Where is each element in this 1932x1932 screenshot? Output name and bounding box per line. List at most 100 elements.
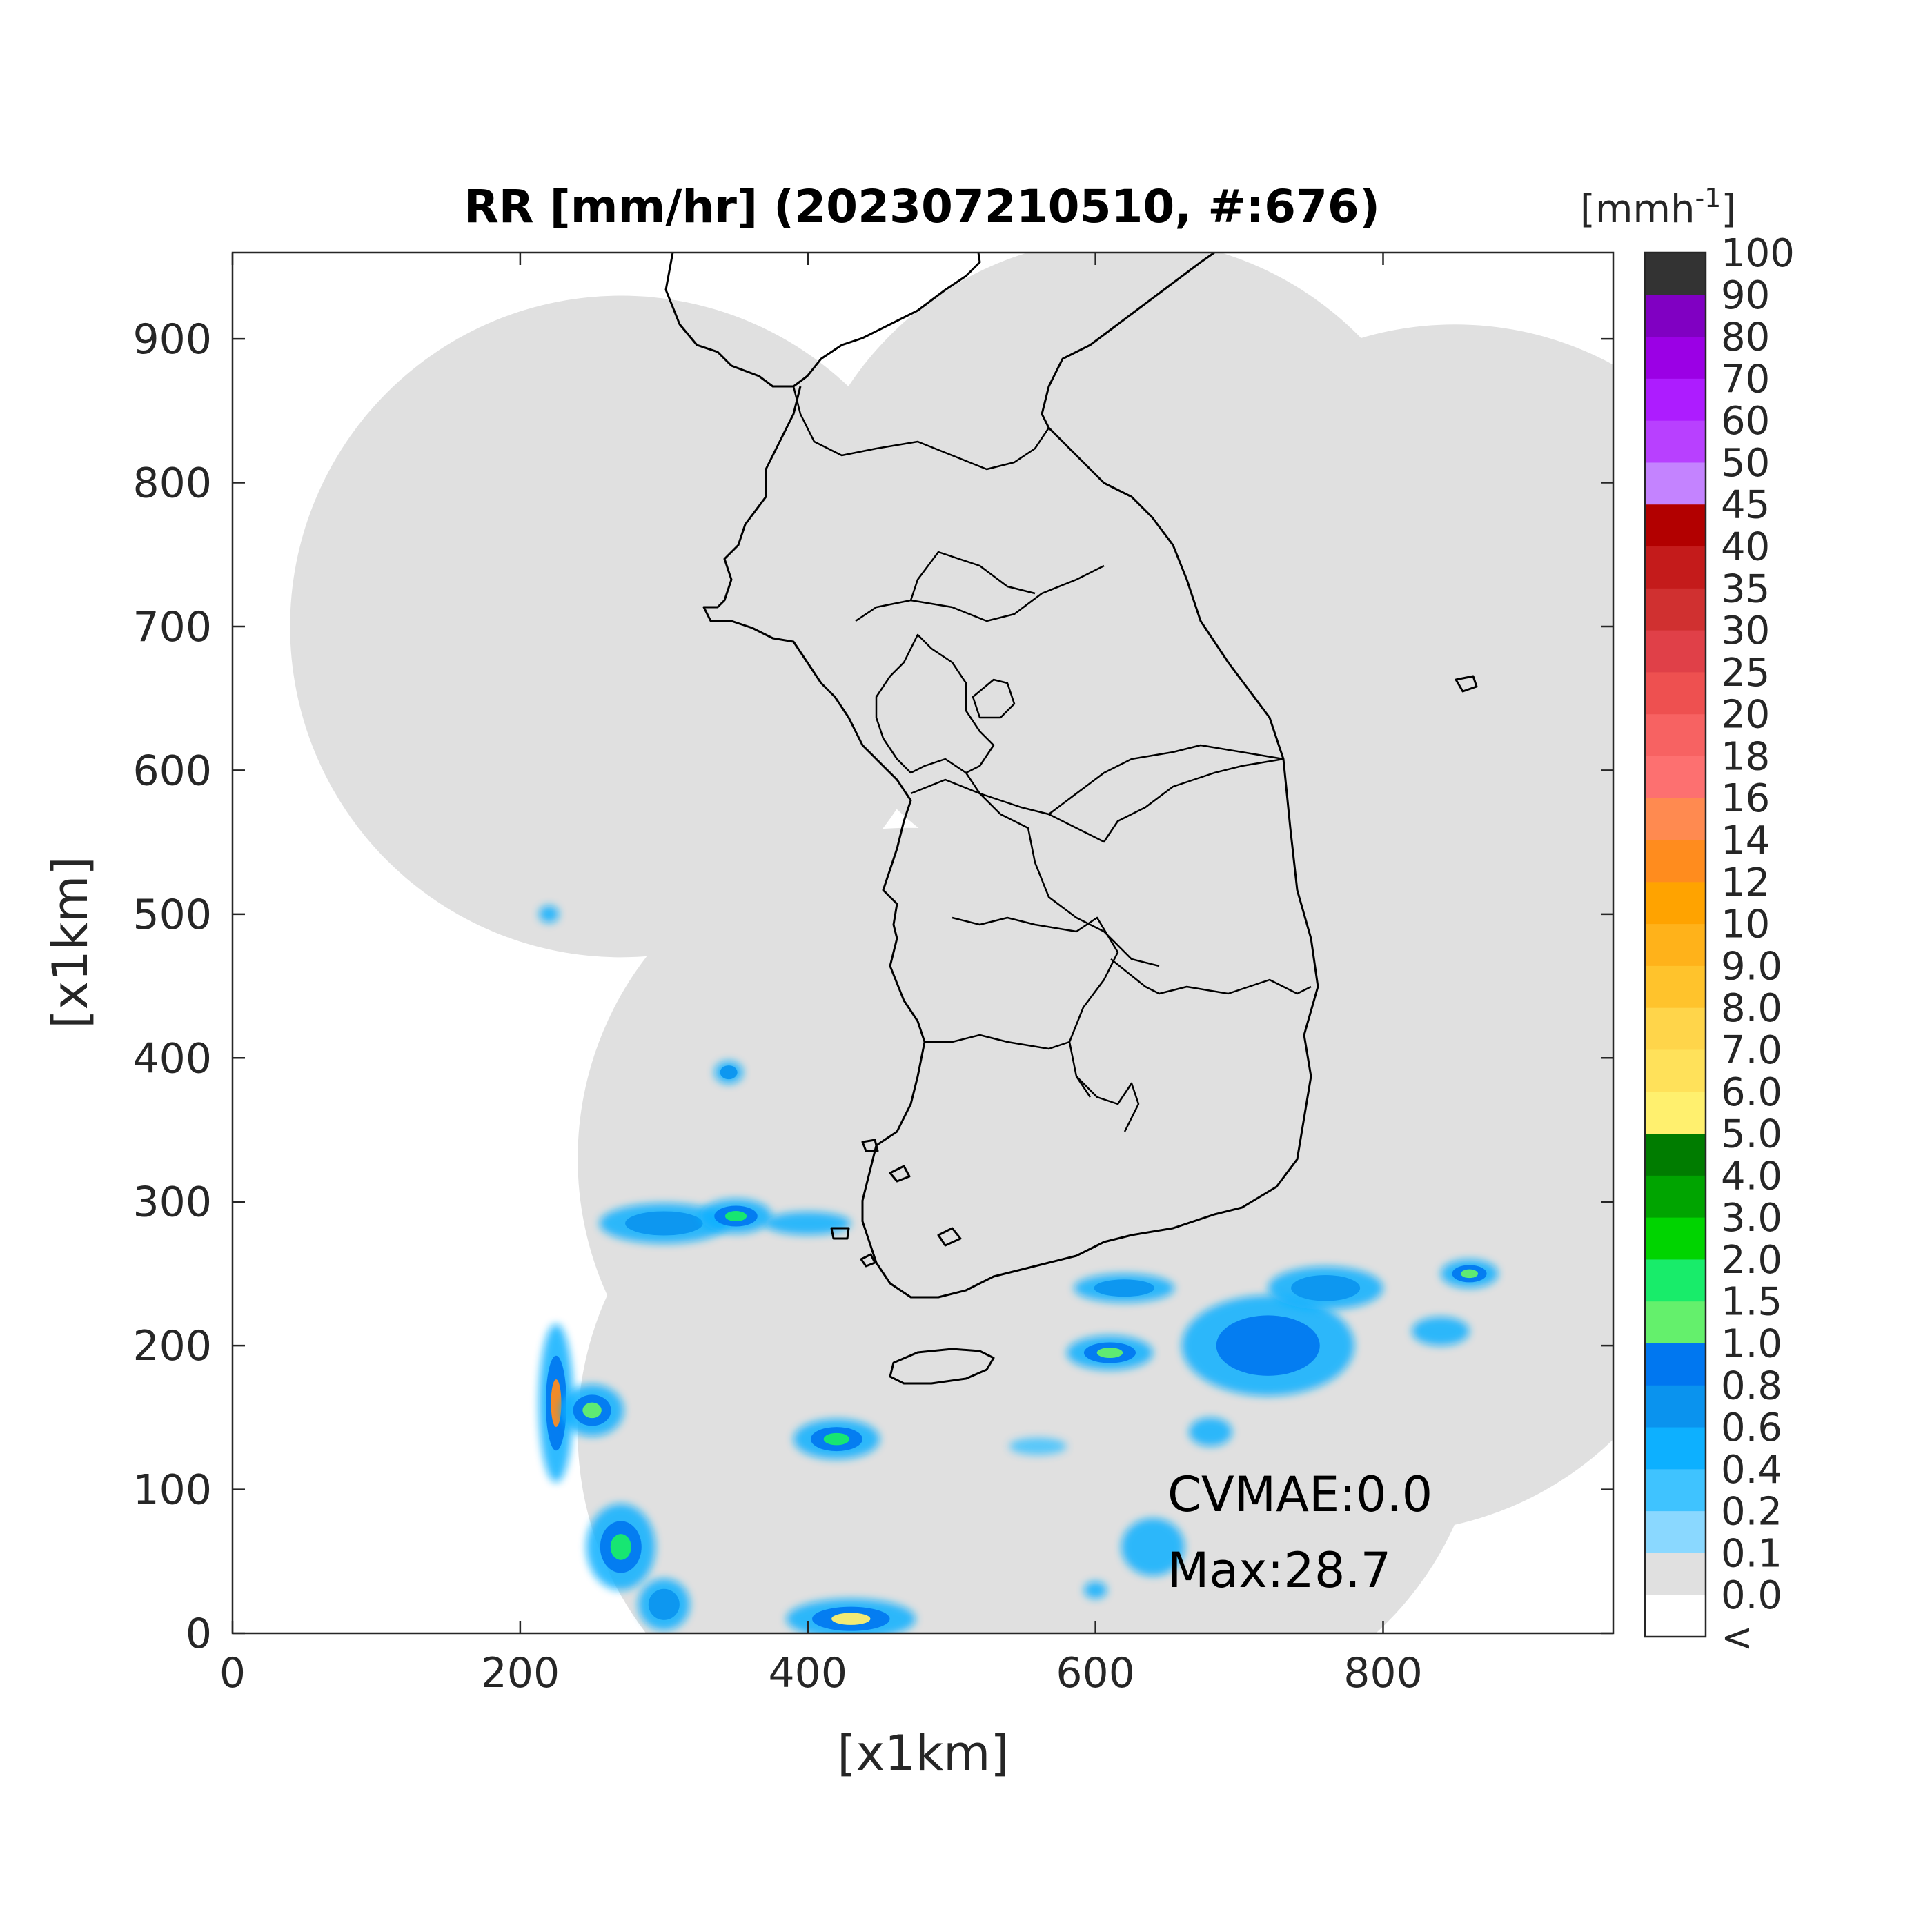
colorbar-swatch-0 [1645, 1595, 1706, 1637]
colorbar-label: 50 [1721, 441, 1770, 486]
cvmae-annotation: CVMAE:0.0 [1167, 1466, 1432, 1523]
y-tick-label: 0 [186, 1610, 212, 1658]
colorbar-label: 20 [1721, 693, 1770, 738]
colorbar: [mmh-1] <0.00.10.20.40.60.81.01.52.03.04… [1580, 183, 1795, 1660]
precip-cell-core-14 [1291, 1274, 1361, 1301]
colorbar-label: 45 [1721, 483, 1770, 528]
colorbar-swatch-9 [1645, 1217, 1706, 1260]
colorbar-label: 12 [1721, 860, 1770, 905]
colorbar-swatch-32 [1645, 253, 1706, 295]
radar-coverage-area [290, 253, 1613, 1633]
radar-coverage-circle-0 [290, 295, 952, 958]
colorbar-swatch-10 [1645, 1175, 1706, 1218]
x-tick-label: 0 [219, 1649, 246, 1697]
colorbar-swatch-8 [1645, 1259, 1706, 1302]
colorbar-label: 90 [1721, 273, 1770, 318]
colorbar-label: 35 [1721, 566, 1770, 611]
y-axis-label: [x1km] [42, 856, 99, 1028]
colorbar-swatch-30 [1645, 336, 1706, 379]
colorbar-label: 18 [1721, 734, 1770, 779]
colorbar-swatch-22 [1645, 671, 1706, 715]
precip-cell-core-13 [1216, 1315, 1320, 1376]
colorbar-label: 0.0 [1721, 1573, 1782, 1618]
colorbar-label: 40 [1721, 525, 1770, 570]
y-tick-label: 100 [132, 1466, 212, 1515]
map-plot-area [231, 251, 1615, 1635]
colorbar-label: 60 [1721, 399, 1770, 444]
precip-cell-peak-5 [823, 1432, 850, 1446]
max-annotation: Max:28.7 [1167, 1542, 1391, 1599]
precip-cell-20 [1009, 1437, 1067, 1455]
colorbar-swatch-1 [1645, 1552, 1706, 1595]
precip-cell-15 [1412, 1317, 1470, 1346]
colorbar-label: 1.5 [1721, 1280, 1782, 1325]
colorbar-swatch-23 [1645, 630, 1706, 673]
precip-cell-18 [1083, 1581, 1107, 1599]
y-tick-label: 400 [132, 1034, 212, 1083]
colorbar-label: 9.0 [1721, 944, 1782, 989]
colorbar-swatch-27 [1645, 462, 1706, 505]
colorbar-swatch-3 [1645, 1468, 1706, 1512]
x-tick-label: 600 [1056, 1649, 1135, 1697]
precip-cell-core-9 [720, 1065, 738, 1080]
colorbar-swatch-6 [1645, 1343, 1706, 1386]
korean-peninsula-outline [664, 253, 1478, 1385]
precipitation-cells [538, 905, 1499, 1633]
axes: 0 200 400 600 800 0 100 200 300 400 500 600 700 800 90… [132, 253, 1613, 1697]
precip-cell-10 [538, 905, 560, 923]
colorbar-label: 80 [1721, 315, 1770, 360]
colorbar-label: 0.8 [1721, 1363, 1782, 1408]
colorbar-swatch-20 [1645, 756, 1706, 798]
colorbar-swatch-7 [1645, 1301, 1706, 1343]
colorbar-label: 10 [1721, 903, 1770, 947]
colorbar-swatch-19 [1645, 798, 1706, 840]
x-tick-label: 200 [481, 1649, 560, 1697]
colorbar-label: 8.0 [1721, 986, 1782, 1031]
colorbar-label: 16 [1721, 776, 1770, 821]
colorbar-swatch-11 [1645, 1133, 1706, 1176]
colorbar-swatch-15 [1645, 965, 1706, 1008]
colorbar-swatch-16 [1645, 923, 1706, 966]
precip-cell-peak-1 [582, 1402, 602, 1419]
colorbar-unit-label: [mmh-1] [1580, 183, 1736, 232]
colorbar-label: 7.0 [1721, 1028, 1782, 1073]
colorbar-label: 0.4 [1721, 1448, 1782, 1492]
precip-cell-peak-16 [1461, 1269, 1479, 1279]
colorbar-swatch-31 [1645, 294, 1706, 337]
precip-cell-core-11 [1094, 1279, 1155, 1297]
colorbar-swatch-12 [1645, 1091, 1706, 1134]
colorbar-labels: <0.00.10.20.40.60.81.01.52.03.04.05.06.0… [1721, 231, 1795, 1660]
colorbar-swatch-26 [1645, 504, 1706, 547]
y-tick-label: 200 [132, 1322, 212, 1370]
colorbar-label: 14 [1721, 818, 1770, 863]
colorbar-swatch-13 [1645, 1049, 1706, 1092]
colorbar-swatch-24 [1645, 588, 1706, 631]
colorbar-label: 3.0 [1721, 1196, 1782, 1241]
colorbar-swatch-17 [1645, 881, 1706, 925]
colorbar-swatches [1645, 253, 1706, 1637]
colorbar-swatch-5 [1645, 1385, 1706, 1428]
colorbar-label: 0.1 [1721, 1531, 1782, 1576]
x-tick-label: 400 [768, 1649, 847, 1697]
radar-coverage-circle-8 [707, 957, 1369, 1619]
precip-cell-core-6 [625, 1211, 703, 1236]
precip-cell-peak-4 [831, 1613, 871, 1625]
precip-cell-peak-7 [724, 1211, 747, 1222]
colorbar-label: 30 [1721, 609, 1770, 653]
y-tick-label: 700 [132, 603, 212, 651]
colorbar-label: 0.2 [1721, 1490, 1782, 1535]
precip-cell-peak-12 [1096, 1348, 1123, 1359]
precip-cell-19 [1189, 1417, 1232, 1447]
colorbar-swatch-14 [1645, 1007, 1706, 1050]
y-tick-label: 500 [132, 891, 212, 939]
precip-cell-17 [1121, 1518, 1185, 1576]
colorbar-label: 100 [1721, 231, 1795, 276]
colorbar-swatch-21 [1645, 713, 1706, 756]
colorbar-label: 6.0 [1721, 1070, 1782, 1115]
colorbar-label: 25 [1721, 651, 1770, 696]
colorbar-swatch-29 [1645, 378, 1706, 421]
colorbar-swatch-28 [1645, 420, 1706, 463]
colorbar-label: 1.0 [1721, 1321, 1782, 1366]
precip-cell-8 [765, 1212, 851, 1235]
